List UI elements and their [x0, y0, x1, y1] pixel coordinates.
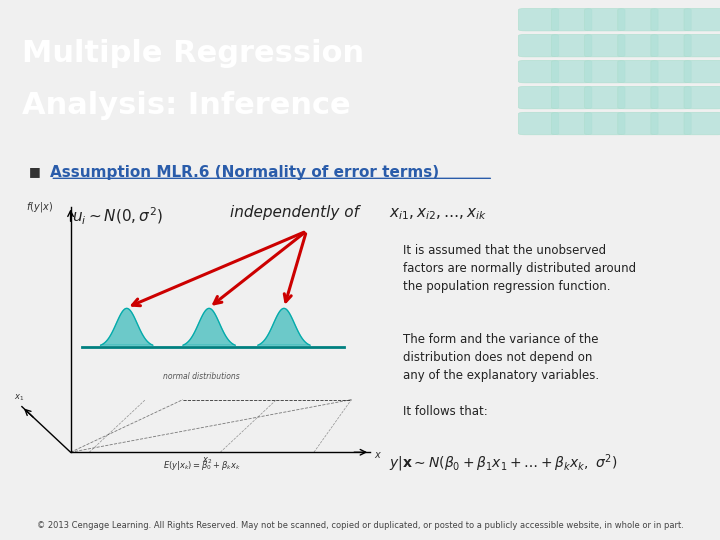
- Text: ■: ■: [29, 165, 40, 178]
- Text: Analysis: Inference: Analysis: Inference: [22, 91, 350, 120]
- FancyBboxPatch shape: [585, 86, 625, 109]
- FancyBboxPatch shape: [684, 9, 720, 31]
- Text: It is assumed that the unobserved
factors are normally distributed around
the po: It is assumed that the unobserved factor…: [403, 244, 636, 293]
- Text: Assumption MLR.6 (Normality of error terms): Assumption MLR.6 (Normality of error ter…: [50, 165, 439, 180]
- FancyBboxPatch shape: [552, 112, 592, 135]
- Text: It follows that:: It follows that:: [403, 405, 488, 418]
- FancyBboxPatch shape: [684, 86, 720, 109]
- FancyBboxPatch shape: [518, 60, 559, 83]
- Text: $E(y|x_k) = \beta_0 + \beta_k x_k$: $E(y|x_k) = \beta_0 + \beta_k x_k$: [163, 459, 240, 472]
- FancyBboxPatch shape: [552, 9, 592, 31]
- Text: $u_i \sim N(0, \sigma^2)$: $u_i \sim N(0, \sigma^2)$: [72, 206, 163, 227]
- Text: $y|\mathbf{x} \sim N(\beta_0 + \beta_1 x_1 + \ldots + \beta_k x_k,\ \sigma^2)$: $y|\mathbf{x} \sim N(\beta_0 + \beta_1 x…: [389, 452, 617, 474]
- FancyBboxPatch shape: [518, 9, 559, 31]
- FancyBboxPatch shape: [585, 35, 625, 57]
- FancyBboxPatch shape: [684, 35, 720, 57]
- FancyBboxPatch shape: [518, 112, 559, 135]
- Text: $x_2$: $x_2$: [202, 456, 212, 466]
- FancyBboxPatch shape: [684, 112, 720, 135]
- FancyBboxPatch shape: [651, 86, 691, 109]
- FancyBboxPatch shape: [552, 60, 592, 83]
- Text: independently of: independently of: [230, 205, 359, 220]
- FancyBboxPatch shape: [651, 60, 691, 83]
- Polygon shape: [258, 308, 310, 345]
- FancyBboxPatch shape: [585, 112, 625, 135]
- FancyBboxPatch shape: [684, 60, 720, 83]
- FancyBboxPatch shape: [618, 60, 658, 83]
- FancyBboxPatch shape: [651, 35, 691, 57]
- Text: © 2013 Cengage Learning. All Rights Reserved. May not be scanned, copied or dupl: © 2013 Cengage Learning. All Rights Rese…: [37, 521, 683, 530]
- Text: normal distributions: normal distributions: [163, 372, 240, 381]
- FancyBboxPatch shape: [585, 60, 625, 83]
- FancyBboxPatch shape: [618, 112, 658, 135]
- FancyBboxPatch shape: [651, 112, 691, 135]
- Text: $x_{i1}, x_{i2}, \ldots, x_{ik}$: $x_{i1}, x_{i2}, \ldots, x_{ik}$: [389, 206, 487, 221]
- Polygon shape: [183, 308, 235, 345]
- Text: $x_1$: $x_1$: [14, 393, 24, 403]
- Text: Multiple Regression: Multiple Regression: [22, 39, 364, 69]
- FancyBboxPatch shape: [651, 9, 691, 31]
- Text: The form and the variance of the
distribution does not depend on
any of the expl: The form and the variance of the distrib…: [403, 333, 599, 382]
- FancyBboxPatch shape: [552, 86, 592, 109]
- FancyBboxPatch shape: [618, 9, 658, 31]
- FancyBboxPatch shape: [518, 86, 559, 109]
- FancyBboxPatch shape: [618, 35, 658, 57]
- FancyBboxPatch shape: [518, 35, 559, 57]
- Polygon shape: [101, 308, 153, 345]
- FancyBboxPatch shape: [552, 35, 592, 57]
- Text: $x$: $x$: [374, 449, 382, 460]
- FancyBboxPatch shape: [585, 9, 625, 31]
- FancyBboxPatch shape: [618, 86, 658, 109]
- Text: $f(y|x)$: $f(y|x)$: [26, 199, 53, 213]
